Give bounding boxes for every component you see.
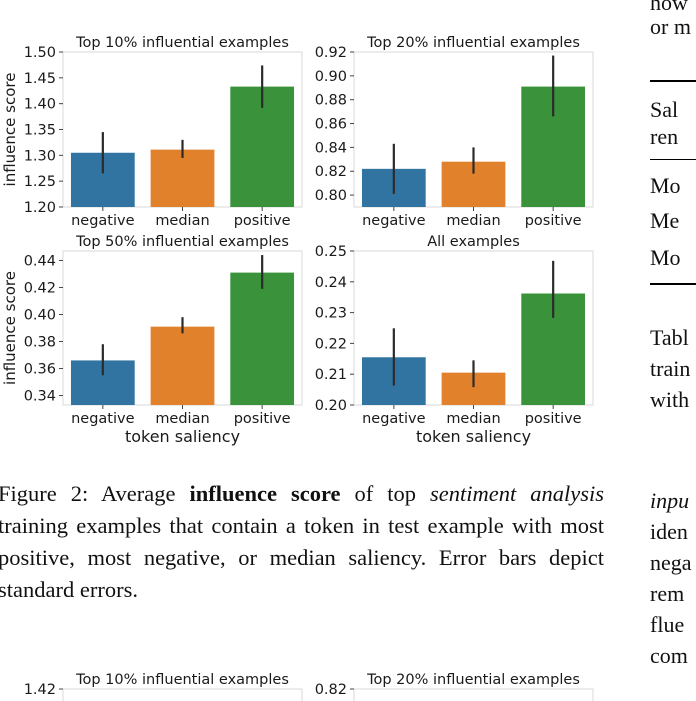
x-axis-label: token saliency [416, 427, 531, 446]
y-tick-label: 0.22 [315, 336, 347, 352]
x-tick-label: positive [525, 411, 582, 427]
table-bottom-rule [650, 283, 696, 285]
chart-title: Top 20% influential examples [366, 35, 580, 51]
y-tick-label: 0.21 [315, 367, 347, 383]
x-tick-label: negative [362, 213, 425, 229]
y-tick-label: 0.84 [315, 140, 347, 156]
caption-mid: of top [340, 481, 431, 506]
y-tick-label: 0.23 [315, 306, 347, 322]
right-column: how or m Sal ren Mo Me Mo Tabl train wit… [650, 0, 696, 701]
x-tick-label: positive [234, 411, 291, 427]
right-text-2: train [650, 356, 691, 381]
right-text-6: nega [650, 550, 692, 575]
x-tick-label: median [155, 411, 209, 427]
y-tick-label: 0.24 [315, 275, 347, 291]
right-text-9: com [650, 643, 688, 668]
caption-rest: training examples that contain a token i… [0, 513, 604, 602]
bar-median [150, 149, 215, 207]
y-tick-label: 0.20 [315, 398, 347, 414]
table-header-2: ren [650, 124, 679, 149]
y-tick-label: 1.50 [24, 45, 56, 61]
chart-title: Top 20% influential examples [366, 672, 580, 688]
y-tick-label: 0.25 [315, 244, 347, 260]
y-tick-label: 0.40 [24, 307, 56, 323]
right-text-5: iden [650, 519, 688, 544]
y-tick-label: 0.80 [315, 188, 347, 204]
y-tick-label: 0.86 [315, 117, 347, 133]
right-text-7: rem [650, 581, 685, 606]
table-row-3: Mo [650, 245, 681, 270]
y-tick-label: 1.45 [24, 71, 56, 87]
y-tick-label: 0.42 [24, 280, 56, 296]
x-axis-label: token saliency [125, 427, 240, 446]
x-tick-label: positive [234, 213, 291, 229]
y-tick-label: 0.82 [315, 682, 347, 698]
right-text-4: inpu [650, 488, 690, 513]
table-row-2: Me [650, 208, 680, 233]
x-tick-label: negative [71, 411, 134, 427]
y-tick-label: 1.42 [24, 682, 56, 698]
y-tick-label: 0.34 [24, 389, 56, 405]
x-tick-label: positive [525, 213, 582, 229]
x-tick-label: median [446, 411, 500, 427]
table-mid-rule [650, 159, 696, 160]
x-tick-label: negative [71, 213, 134, 229]
y-tick-label: 0.82 [315, 164, 347, 180]
chart-title: Top 50% influential examples [75, 234, 289, 250]
table-row-1: Mo [650, 173, 681, 198]
bar-positive [230, 272, 295, 405]
chart-title: Top 10% influential examples [75, 672, 289, 688]
y-tick-label: 0.44 [24, 253, 56, 269]
y-tick-label: 1.40 [24, 97, 56, 113]
y-tick-label: 1.20 [24, 200, 56, 216]
y-tick-label: 0.88 [315, 93, 347, 109]
right-text-8: flue [650, 612, 685, 637]
y-axis-label: influence score [1, 271, 19, 385]
x-tick-label: median [446, 213, 500, 229]
caption-label: Figure 2: Average [0, 481, 190, 506]
caption-italic: sentiment analysis [430, 481, 604, 506]
caption-bold: influence score [189, 481, 341, 506]
x-tick-label: negative [362, 411, 425, 427]
bar-median [150, 326, 215, 405]
figure-caption: Figure 2: Average influence score of top… [0, 478, 604, 606]
y-axis-label: influence score [1, 73, 19, 187]
y-tick-label: 0.92 [315, 45, 347, 61]
right-text-3: with [650, 387, 690, 412]
y-tick-label: 0.38 [24, 335, 56, 351]
right-text-1: Tabl [650, 325, 689, 350]
right-line-1: how [650, 0, 688, 15]
right-line-2: or m [650, 14, 691, 39]
table-top-rule [650, 80, 696, 82]
y-tick-label: 1.35 [24, 123, 56, 139]
x-tick-label: median [155, 213, 209, 229]
y-tick-label: 0.36 [24, 362, 56, 378]
chart-title: All examples [427, 234, 520, 250]
y-tick-label: 0.90 [315, 69, 347, 85]
chart-title: Top 10% influential examples [75, 35, 289, 51]
table-header-1: Sal [650, 97, 679, 122]
y-tick-label: 1.25 [24, 174, 56, 190]
y-tick-label: 1.30 [24, 148, 56, 164]
